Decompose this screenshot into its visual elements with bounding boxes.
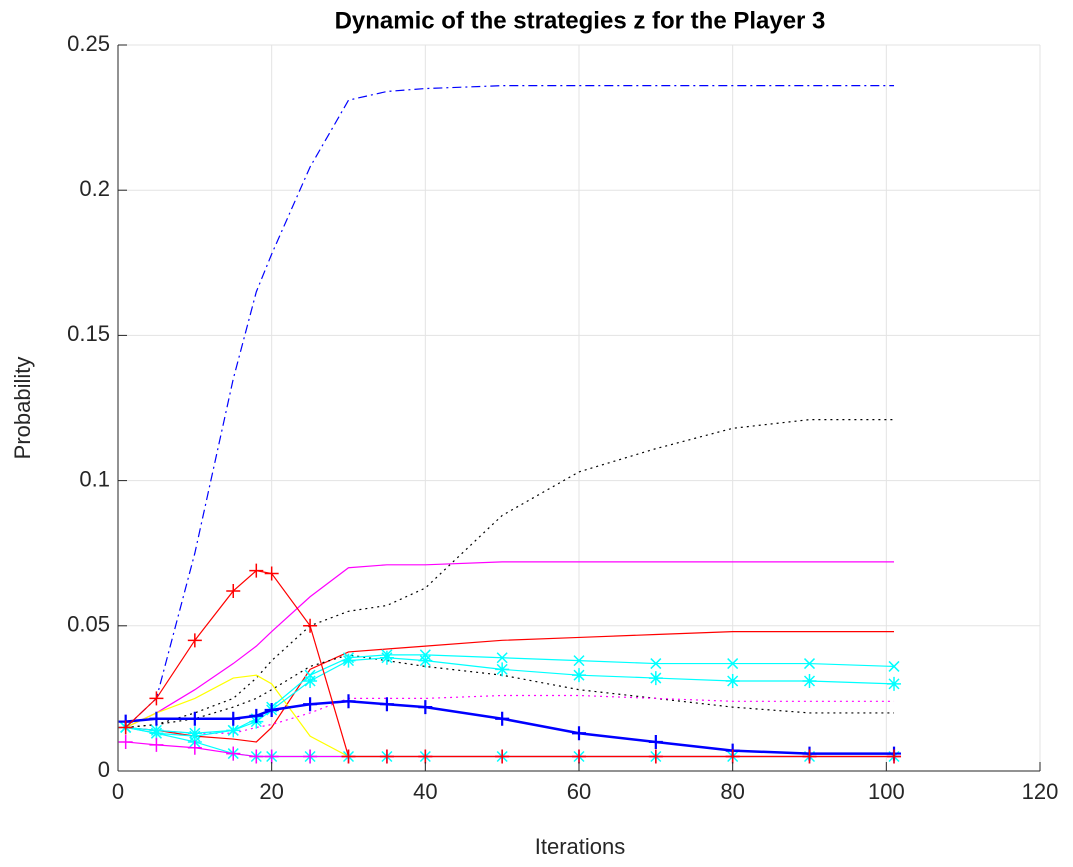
x-tick-label: 100 xyxy=(868,779,905,804)
point-marker xyxy=(572,668,586,683)
point-marker xyxy=(573,655,585,667)
y-tick-label: 0.15 xyxy=(67,321,110,346)
point-marker xyxy=(650,658,662,670)
point-marker xyxy=(379,749,394,764)
grid xyxy=(117,44,1041,772)
point-marker xyxy=(264,749,279,764)
y-tick-label: 0.1 xyxy=(79,466,110,491)
point-marker xyxy=(727,658,739,670)
point-marker xyxy=(149,726,164,741)
x-tick-label: 40 xyxy=(413,779,437,804)
point-marker xyxy=(226,711,241,726)
point-marker xyxy=(264,566,279,581)
point-marker xyxy=(187,740,202,755)
x-tick-label: 20 xyxy=(259,779,283,804)
point-marker xyxy=(495,711,510,726)
series-line xyxy=(125,419,895,729)
point-marker xyxy=(249,749,264,764)
point-marker xyxy=(495,749,510,764)
point-marker xyxy=(887,749,902,764)
point-marker xyxy=(648,749,663,764)
point-marker xyxy=(187,726,202,741)
point-marker xyxy=(725,749,740,764)
y-tick-label: 0.25 xyxy=(67,31,110,56)
x-tick-label: 0 xyxy=(112,779,124,804)
y-tick-label: 0 xyxy=(98,757,110,782)
point-marker xyxy=(118,734,133,749)
point-marker xyxy=(648,671,663,686)
y-tick-label: 0.05 xyxy=(67,612,110,637)
series-line xyxy=(125,631,895,743)
series-line xyxy=(125,561,895,728)
point-marker xyxy=(418,700,433,715)
x-tick-label: 80 xyxy=(720,779,744,804)
point-marker xyxy=(303,749,318,764)
point-marker xyxy=(341,749,356,764)
point-marker xyxy=(226,723,241,738)
point-marker xyxy=(379,697,394,712)
point-marker xyxy=(226,583,241,598)
y-tick-label: 0.2 xyxy=(79,176,110,201)
point-marker xyxy=(888,660,900,672)
point-marker xyxy=(379,650,394,665)
series-line xyxy=(125,569,895,758)
point-marker xyxy=(887,676,902,691)
point-marker xyxy=(495,662,510,677)
point-marker xyxy=(303,673,318,688)
point-marker xyxy=(802,673,817,688)
point-marker xyxy=(118,720,133,735)
point-marker xyxy=(802,749,817,764)
point-marker xyxy=(226,746,241,761)
point-marker xyxy=(187,633,202,648)
point-marker xyxy=(149,737,164,752)
series-line xyxy=(125,674,895,758)
point-marker xyxy=(149,691,164,706)
point-marker xyxy=(249,563,264,578)
chart-title: Dynamic of the strategies z for the Play… xyxy=(335,7,826,34)
plot-area xyxy=(118,85,902,764)
point-marker xyxy=(572,726,586,741)
point-marker xyxy=(496,652,508,664)
x-axis-label: Iterations xyxy=(535,834,626,859)
series-line xyxy=(125,741,895,758)
point-marker xyxy=(249,708,264,723)
point-marker xyxy=(341,694,356,709)
point-marker xyxy=(418,749,433,764)
point-marker xyxy=(572,749,586,764)
point-marker xyxy=(187,711,202,726)
point-marker xyxy=(303,618,318,633)
point-marker xyxy=(725,673,740,688)
point-marker xyxy=(303,697,318,712)
series-line xyxy=(125,85,895,728)
x-tick-label: 120 xyxy=(1022,779,1059,804)
point-marker xyxy=(648,734,663,749)
point-marker xyxy=(418,653,433,668)
point-marker xyxy=(149,711,164,726)
y-axis-label: Probability xyxy=(10,357,35,460)
ticks: 0 20 40 60 80 100 120 0 0.05 0.1 0.15 0.2 0.25 xyxy=(67,31,1058,804)
series-line xyxy=(125,694,895,734)
series-line xyxy=(125,700,895,755)
point-marker xyxy=(341,653,356,668)
point-marker xyxy=(264,703,279,718)
x-tick-label: 60 xyxy=(567,779,591,804)
series-line xyxy=(125,654,895,737)
point-marker xyxy=(803,658,816,670)
series-line xyxy=(125,657,895,734)
